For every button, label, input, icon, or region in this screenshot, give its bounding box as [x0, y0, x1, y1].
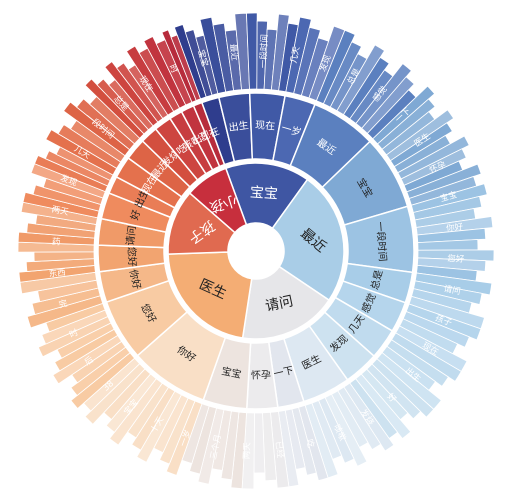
ring1-label-2: 请问: [264, 293, 295, 314]
ring2-label-20: 好: [129, 208, 143, 221]
ring2-label-19: 请问: [123, 225, 138, 246]
outer-label-1: 最近: [227, 43, 240, 62]
outer-label-0: 宝宝: [195, 49, 210, 68]
ring2-segment-28: [192, 101, 226, 168]
outer-wedge-139: [170, 34, 201, 101]
ring2-label-12: 一下: [273, 365, 295, 380]
ring1-segment-2: [241, 265, 331, 340]
outer-label-33: 两天: [51, 205, 70, 218]
outer-label-21: 已经: [273, 441, 286, 460]
ring2-label-13: 怀孕: [251, 369, 271, 382]
outer-label-3: 几天: [289, 45, 302, 64]
ring2-label-17: 你好: [127, 268, 144, 290]
outer-label-23: 三个月: [209, 434, 224, 461]
ring2-label-18: 您好: [125, 247, 139, 268]
outer-ring: [17, 12, 495, 490]
ring2-label-14: 宝宝: [220, 364, 242, 381]
ring2-label-6: 一段时间: [374, 221, 390, 262]
outer-label-30: 完: [58, 298, 70, 311]
ring1-segment-5: [188, 167, 248, 234]
outer-label-20: 吃: [304, 438, 317, 450]
outer-label-22: 两天: [242, 442, 253, 460]
outer-label-31: 东西: [48, 267, 66, 280]
outer-wedge-75: [253, 412, 266, 474]
outer-label-10: 宝宝: [439, 189, 458, 204]
ring1-label-0: 宝宝: [249, 185, 278, 203]
ring1-segment-3: [167, 251, 253, 339]
ring2-label-1: 出生: [228, 118, 250, 134]
outer-label-2: 一段时间: [258, 34, 270, 68]
outer-label-12: 您好: [447, 253, 465, 265]
outer-label-32: 药: [52, 236, 61, 247]
ring1-label-5: 小孩: [207, 191, 238, 215]
outer-labels: 宝宝 最近 一段时间 几天 发现总是感觉一下医生怀孕宝宝你好您好请问孩子现在出生好发烧咳…: [48, 34, 465, 461]
ring2-label-2: 现在: [255, 119, 276, 132]
outer-label-11: 你好: [446, 221, 465, 234]
ring1-segment-1: [271, 178, 345, 302]
outer-label-13: 请问: [443, 283, 462, 297]
